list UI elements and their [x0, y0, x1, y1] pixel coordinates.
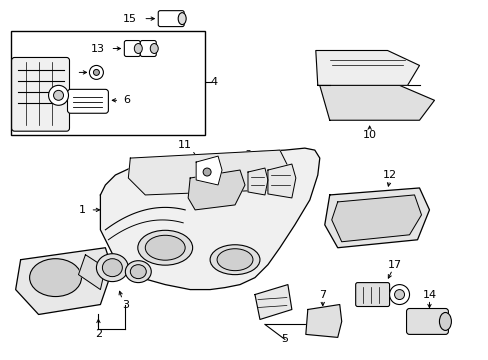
- FancyBboxPatch shape: [406, 309, 447, 334]
- Circle shape: [389, 285, 408, 305]
- Ellipse shape: [30, 259, 81, 297]
- Ellipse shape: [134, 44, 142, 54]
- Text: 3: 3: [122, 300, 128, 310]
- Ellipse shape: [145, 235, 185, 260]
- Polygon shape: [247, 168, 267, 195]
- Polygon shape: [254, 285, 291, 319]
- Text: 12: 12: [382, 170, 396, 180]
- Circle shape: [203, 168, 211, 176]
- Polygon shape: [331, 195, 421, 242]
- Circle shape: [48, 85, 68, 105]
- Ellipse shape: [178, 13, 186, 24]
- Text: 16: 16: [57, 67, 70, 77]
- FancyBboxPatch shape: [140, 41, 156, 57]
- FancyBboxPatch shape: [67, 89, 108, 113]
- Text: 6: 6: [122, 95, 130, 105]
- Polygon shape: [315, 50, 419, 85]
- Ellipse shape: [439, 312, 450, 330]
- Polygon shape: [100, 148, 319, 289]
- Text: 17: 17: [386, 260, 401, 270]
- Text: 8: 8: [244, 150, 251, 160]
- Polygon shape: [16, 248, 112, 315]
- Text: 4: 4: [210, 77, 217, 87]
- Text: 7: 7: [319, 289, 325, 300]
- Polygon shape: [324, 188, 428, 248]
- Polygon shape: [78, 255, 105, 289]
- Polygon shape: [196, 156, 222, 185]
- Circle shape: [89, 66, 103, 80]
- Text: 1: 1: [79, 205, 86, 215]
- Polygon shape: [128, 150, 289, 195]
- Text: 5: 5: [281, 334, 288, 345]
- Ellipse shape: [150, 44, 158, 54]
- Ellipse shape: [125, 261, 151, 283]
- Ellipse shape: [138, 230, 192, 265]
- Circle shape: [93, 69, 99, 75]
- Polygon shape: [319, 85, 433, 120]
- Circle shape: [394, 289, 404, 300]
- Bar: [11, 31, 204, 135]
- Ellipse shape: [210, 245, 260, 275]
- Polygon shape: [188, 170, 244, 210]
- Text: 10: 10: [362, 130, 376, 140]
- Text: 14: 14: [422, 289, 436, 300]
- Text: 2: 2: [95, 329, 102, 339]
- Ellipse shape: [102, 259, 122, 276]
- Text: 11: 11: [178, 140, 192, 150]
- Ellipse shape: [96, 254, 128, 282]
- Text: 13: 13: [90, 44, 104, 54]
- Ellipse shape: [130, 265, 146, 279]
- Ellipse shape: [217, 249, 252, 271]
- FancyBboxPatch shape: [12, 58, 69, 131]
- Circle shape: [53, 90, 63, 100]
- FancyBboxPatch shape: [158, 11, 184, 27]
- Polygon shape: [305, 305, 341, 337]
- FancyBboxPatch shape: [355, 283, 389, 306]
- FancyBboxPatch shape: [124, 41, 140, 57]
- Text: 9: 9: [266, 150, 273, 160]
- Polygon shape: [267, 164, 295, 198]
- Text: 15: 15: [123, 14, 137, 24]
